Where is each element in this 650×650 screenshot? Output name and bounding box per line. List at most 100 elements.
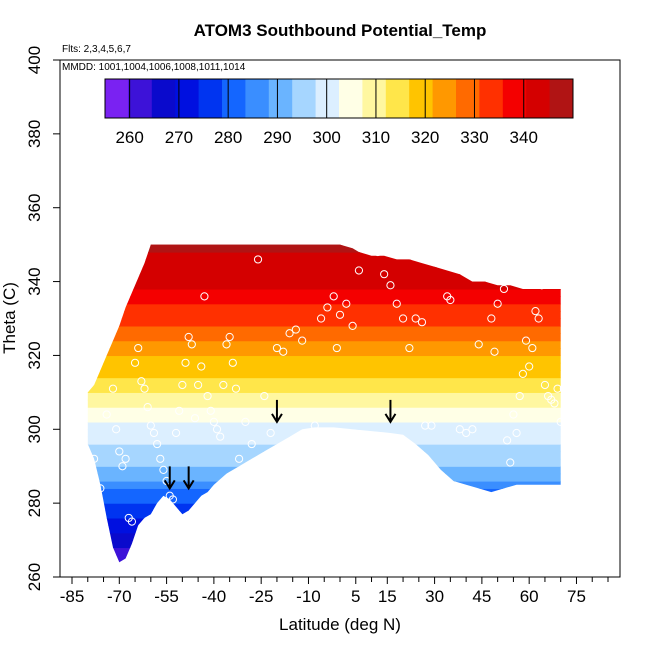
heatmap-band <box>87 377 561 386</box>
observation-point <box>310 421 319 430</box>
observation-point <box>411 314 420 323</box>
observation-point <box>247 439 256 449</box>
observation-point <box>427 421 436 430</box>
observation-point <box>531 307 540 316</box>
heatmap-bands <box>86 244 563 578</box>
colorbar-segment <box>526 79 551 118</box>
heatmap-band <box>87 311 561 320</box>
observation-point <box>140 384 149 393</box>
observation-point <box>190 414 200 423</box>
observation-point <box>156 454 165 463</box>
colorbar-tick-label: 260 <box>115 128 143 147</box>
observation-point <box>556 417 565 426</box>
down-arrow-head <box>271 413 283 424</box>
heatmap-band <box>87 318 561 327</box>
heatmap-band <box>86 570 563 578</box>
observation-point <box>335 310 345 319</box>
heatmap-band <box>87 414 561 423</box>
observation-point <box>194 380 203 390</box>
heatmap-band <box>87 421 561 430</box>
heatmap-band <box>87 466 561 475</box>
heatmap-band <box>87 554 561 563</box>
observation-point <box>153 439 162 449</box>
colorbar-frame <box>104 78 574 119</box>
observation-point <box>446 295 455 305</box>
colorbar <box>104 78 574 119</box>
observation-point <box>578 406 587 415</box>
observation-point <box>231 384 241 393</box>
heatmap-band <box>87 532 561 541</box>
x-tick-label: 5 <box>351 587 360 606</box>
observation-point <box>285 329 294 338</box>
y-tick-label: 340 <box>25 267 44 295</box>
heatmap-band <box>86 562 563 570</box>
observation-point <box>316 314 326 323</box>
heatmap-band <box>87 510 561 519</box>
observation-point <box>553 384 562 393</box>
heatmap-band <box>87 407 561 416</box>
observation-point <box>506 458 515 467</box>
observation-point <box>468 425 477 434</box>
colorbar-segment <box>362 79 387 118</box>
observation-point <box>149 428 159 438</box>
y-tick-label: 320 <box>25 341 44 369</box>
observation-point <box>137 377 146 386</box>
observation-point <box>342 299 351 308</box>
colorbar-segment <box>385 79 410 118</box>
observation-point <box>421 421 430 430</box>
observation-point <box>143 403 152 412</box>
observation-point <box>272 343 282 353</box>
observation-point <box>496 270 505 279</box>
observation-point <box>540 380 550 390</box>
observation-point <box>168 495 177 504</box>
heatmap-band <box>87 281 561 290</box>
colorbar-segment <box>198 79 223 118</box>
down-arrow <box>384 399 397 424</box>
colorbar-segment <box>456 79 480 118</box>
observation-point <box>323 303 332 312</box>
observation-point <box>203 391 212 401</box>
colorbar-tick-label: 280 <box>214 128 242 147</box>
observation-point <box>241 417 250 426</box>
down-arrow-head <box>182 479 195 491</box>
boundary-arrows <box>163 399 397 491</box>
colorbar-segment <box>315 79 340 118</box>
observation-point <box>209 417 218 426</box>
y-tick-label: 280 <box>25 489 44 517</box>
observation-point <box>518 369 527 378</box>
observation-point <box>329 292 338 301</box>
x-tick-label: -40 <box>202 587 227 606</box>
observation-point <box>159 465 168 475</box>
observation-point <box>528 343 537 353</box>
heatmap-band <box>87 495 561 504</box>
x-tick-label: -85 <box>60 587 85 606</box>
observation-point <box>512 428 521 438</box>
heatmap-band <box>87 244 561 246</box>
x-axis-label: Latitude (deg N) <box>279 615 401 634</box>
heatmap-band <box>87 340 561 349</box>
colorbar-segment <box>339 79 363 118</box>
heatmap-band <box>87 517 561 526</box>
colorbar-segment <box>292 79 317 118</box>
observation-point <box>392 299 401 308</box>
observation-point <box>121 454 130 463</box>
down-arrow <box>271 399 283 424</box>
observation-point <box>433 259 442 268</box>
observation-point <box>206 406 215 415</box>
observation-point <box>304 443 313 452</box>
x-tick-label: 75 <box>567 587 586 606</box>
colorbar-segment <box>409 79 434 118</box>
heatmap-band <box>87 362 561 371</box>
observation-point <box>298 336 307 345</box>
observation-point <box>171 428 181 438</box>
observation-points <box>83 240 594 526</box>
observation-point <box>499 284 509 294</box>
colorbar-tick-label: 270 <box>165 128 193 147</box>
observation-point <box>380 270 389 279</box>
colorbar-segment <box>175 79 200 118</box>
heatmap-band <box>87 274 561 283</box>
heatmap-band <box>87 370 561 379</box>
observation-point <box>525 362 534 371</box>
colorbar-segment <box>105 79 129 118</box>
observation-point <box>493 299 502 308</box>
